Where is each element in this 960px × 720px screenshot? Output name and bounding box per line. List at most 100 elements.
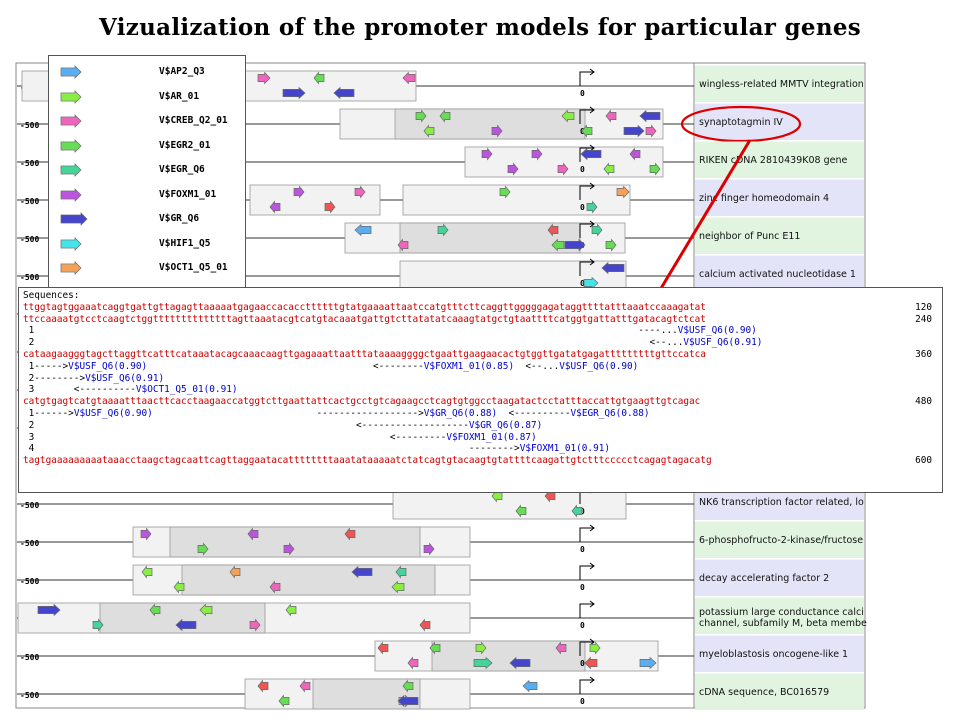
arrow-icon[interactable] [60,163,82,177]
promoter-row[interactable]: RIKEN cDNA 2810439K08 gene -500 0 [17,141,864,179]
tf-site-arrow-icon[interactable] [629,147,641,161]
promoter-row[interactable]: 6-phosphofructo-2-kinase/fructose -500 0 [17,521,864,559]
tf-site-arrow-icon[interactable] [423,124,435,138]
tf-site-arrow-icon[interactable] [551,238,565,252]
tf-site-arrow-icon[interactable] [491,124,503,138]
tf-site-arrow-icon[interactable] [173,580,185,594]
tf-site-arrow-icon[interactable] [561,109,575,123]
tf-site-arrow-icon[interactable] [313,71,325,85]
legend-item[interactable]: V$OCT1_Q5_01 [49,256,245,280]
tf-site-arrow-icon[interactable] [377,641,389,655]
tf-site-arrow-icon[interactable] [269,200,281,214]
tf-site-arrow-icon[interactable] [285,603,297,617]
tf-site-arrow-icon[interactable] [639,109,661,123]
tf-site-arrow-icon[interactable] [293,185,305,199]
tf-site-arrow-icon[interactable] [583,276,599,290]
legend-item[interactable]: V$CREB_Q2_01 [49,109,245,133]
tf-site-arrow-icon[interactable] [555,641,567,655]
tf-site-arrow-icon[interactable] [269,580,281,594]
tf-site-arrow-icon[interactable] [639,656,657,670]
tf-site-arrow-icon[interactable] [344,527,356,541]
tf-site-arrow-icon[interactable] [591,223,603,237]
tf-site-arrow-icon[interactable] [616,185,630,199]
arrow-icon[interactable] [60,89,82,104]
tf-site-arrow-icon[interactable] [581,124,593,138]
tf-site-arrow-icon[interactable] [299,679,311,693]
tf-site-arrow-icon[interactable] [402,71,416,85]
legend-item[interactable]: V$GR_Q6 [49,207,245,231]
tf-site-arrow-icon[interactable] [283,542,295,556]
tf-site-arrow-icon[interactable] [509,656,531,670]
tf-site-arrow-icon[interactable] [481,147,493,161]
tf-site-arrow-icon[interactable] [354,185,366,199]
tf-site-arrow-icon[interactable] [247,527,259,541]
tf-site-arrow-icon[interactable] [584,656,598,670]
tf-site-arrow-icon[interactable] [140,527,152,541]
tf-site-arrow-icon[interactable] [499,185,511,199]
tf-site-arrow-icon[interactable] [473,656,493,670]
tf-site-arrow-icon[interactable] [407,656,419,670]
tf-site-arrow-icon[interactable] [515,504,527,518]
promoter-row[interactable]: calcium activated nucleotidase 1 -500 0 [17,255,864,293]
tf-site-arrow-icon[interactable] [149,603,161,617]
tf-site-arrow-icon[interactable] [402,679,414,693]
legend-item[interactable]: V$AR_01 [49,85,245,109]
tf-site-arrow-icon[interactable] [522,679,538,693]
tf-site-arrow-icon[interactable] [333,86,355,100]
legend-item[interactable]: V$HIF1_Q5 [49,232,245,256]
arrow-icon[interactable] [60,114,82,128]
tf-site-arrow-icon[interactable] [37,603,61,617]
arrow-icon[interactable] [60,187,82,202]
tf-site-arrow-icon[interactable] [571,504,583,518]
tf-site-arrow-icon[interactable] [649,162,661,176]
tf-site-arrow-icon[interactable] [601,261,625,275]
tf-site-arrow-icon[interactable] [507,162,519,176]
tf-site-arrow-icon[interactable] [92,618,104,632]
tf-site-arrow-icon[interactable] [580,147,602,161]
tf-site-arrow-icon[interactable] [199,603,213,617]
tf-site-arrow-icon[interactable] [141,565,153,579]
tf-site-arrow-icon[interactable] [278,694,290,708]
tf-site-arrow-icon[interactable] [415,109,427,123]
promoter-row[interactable]: decay accelerating factor 2 -500 0 [17,559,864,597]
tf-site-arrow-icon[interactable] [257,71,271,85]
arrow-icon[interactable] [60,138,82,153]
tf-site-arrow-icon[interactable] [397,694,419,708]
tf-site-arrow-icon[interactable] [603,162,615,176]
promoter-row[interactable]: potassium large conductance calcichannel… [17,597,867,635]
tf-site-arrow-icon[interactable] [229,565,241,579]
promoter-row[interactable]: cDNA sequence, BC016579 -500 0 [17,673,864,711]
tf-site-arrow-icon[interactable] [586,200,598,214]
tf-site-arrow-icon[interactable] [395,565,407,579]
promoter-row[interactable]: myeloblastosis oncogene-like 1 -500 0 [17,635,864,673]
tf-site-arrow-icon[interactable] [324,200,336,214]
tf-site-arrow-icon[interactable] [197,542,209,556]
tf-site-arrow-icon[interactable] [439,109,451,123]
tf-site-arrow-icon[interactable] [175,618,197,632]
tf-site-arrow-icon[interactable] [391,580,405,594]
tf-site-arrow-icon[interactable] [397,238,409,252]
tf-site-arrow-icon[interactable] [475,641,487,655]
arrow-icon[interactable] [60,261,82,275]
tf-site-arrow-icon[interactable] [557,162,569,176]
tf-site-arrow-icon[interactable] [645,124,657,138]
arrow-icon[interactable] [60,65,82,79]
tf-site-arrow-icon[interactable] [429,641,441,655]
tf-site-arrow-icon[interactable] [605,109,617,123]
tf-site-arrow-icon[interactable] [249,618,261,632]
legend-item[interactable]: V$EGR2_01 [49,134,245,158]
arrow-icon[interactable] [60,212,88,226]
tf-site-arrow-icon[interactable] [564,238,586,252]
legend-item[interactable]: V$AP2_Q3 [49,60,245,84]
tf-site-arrow-icon[interactable] [257,679,269,693]
tf-site-arrow-icon[interactable] [423,542,435,556]
arrow-icon[interactable] [60,236,82,251]
tf-site-arrow-icon[interactable] [354,223,372,237]
legend-item[interactable]: V$EGR_Q6 [49,158,245,182]
tf-site-arrow-icon[interactable] [282,86,306,100]
legend-item[interactable]: V$FOXM1_01 [49,183,245,207]
tf-site-arrow-icon[interactable] [419,618,431,632]
tf-site-arrow-icon[interactable] [547,223,559,237]
